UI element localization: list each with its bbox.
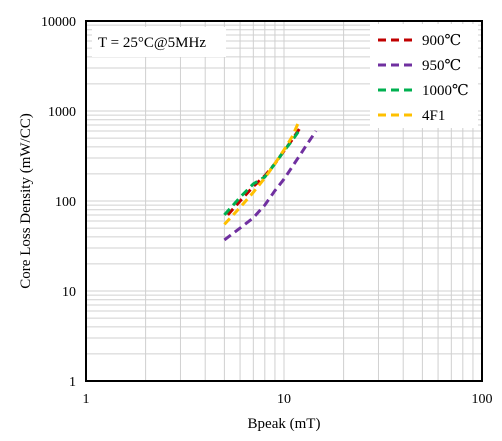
annotation-box: T = 25°C@5MHz xyxy=(92,27,226,57)
legend-entry: 1000℃ xyxy=(422,83,469,99)
y-tick-label: 10 xyxy=(62,285,76,300)
series-layer xyxy=(223,119,318,242)
tick-labels: 1 10 100 1 10 100 1000 10000 xyxy=(41,15,493,407)
y-tick-label: 100 xyxy=(55,195,76,210)
y-tick-label: 1 xyxy=(69,375,76,390)
series-line xyxy=(223,128,301,216)
legend-background xyxy=(370,24,478,128)
legend-entry: 950℃ xyxy=(422,58,461,74)
y-tick-label: 1000 xyxy=(48,105,76,120)
plot-frame xyxy=(85,20,483,382)
legend-entry: 4F1 xyxy=(422,108,445,124)
x-tick-label: 10 xyxy=(277,392,291,407)
annotation-text: T = 25°C@5MHz xyxy=(98,35,206,51)
legend: 900℃ 950℃ 1000℃ 4F1 xyxy=(370,24,478,128)
x-tick-label: 1 xyxy=(83,392,90,407)
y-tick-label: 10000 xyxy=(41,15,76,30)
x-tick-label: 100 xyxy=(472,392,493,407)
y-axis-title: Core Loss Density (mW/CC) xyxy=(18,113,34,288)
series-line xyxy=(223,130,318,242)
series-line xyxy=(223,119,302,226)
legend-entry: 900℃ xyxy=(422,33,461,49)
x-axis-title: Bpeak (mT) xyxy=(248,416,321,432)
